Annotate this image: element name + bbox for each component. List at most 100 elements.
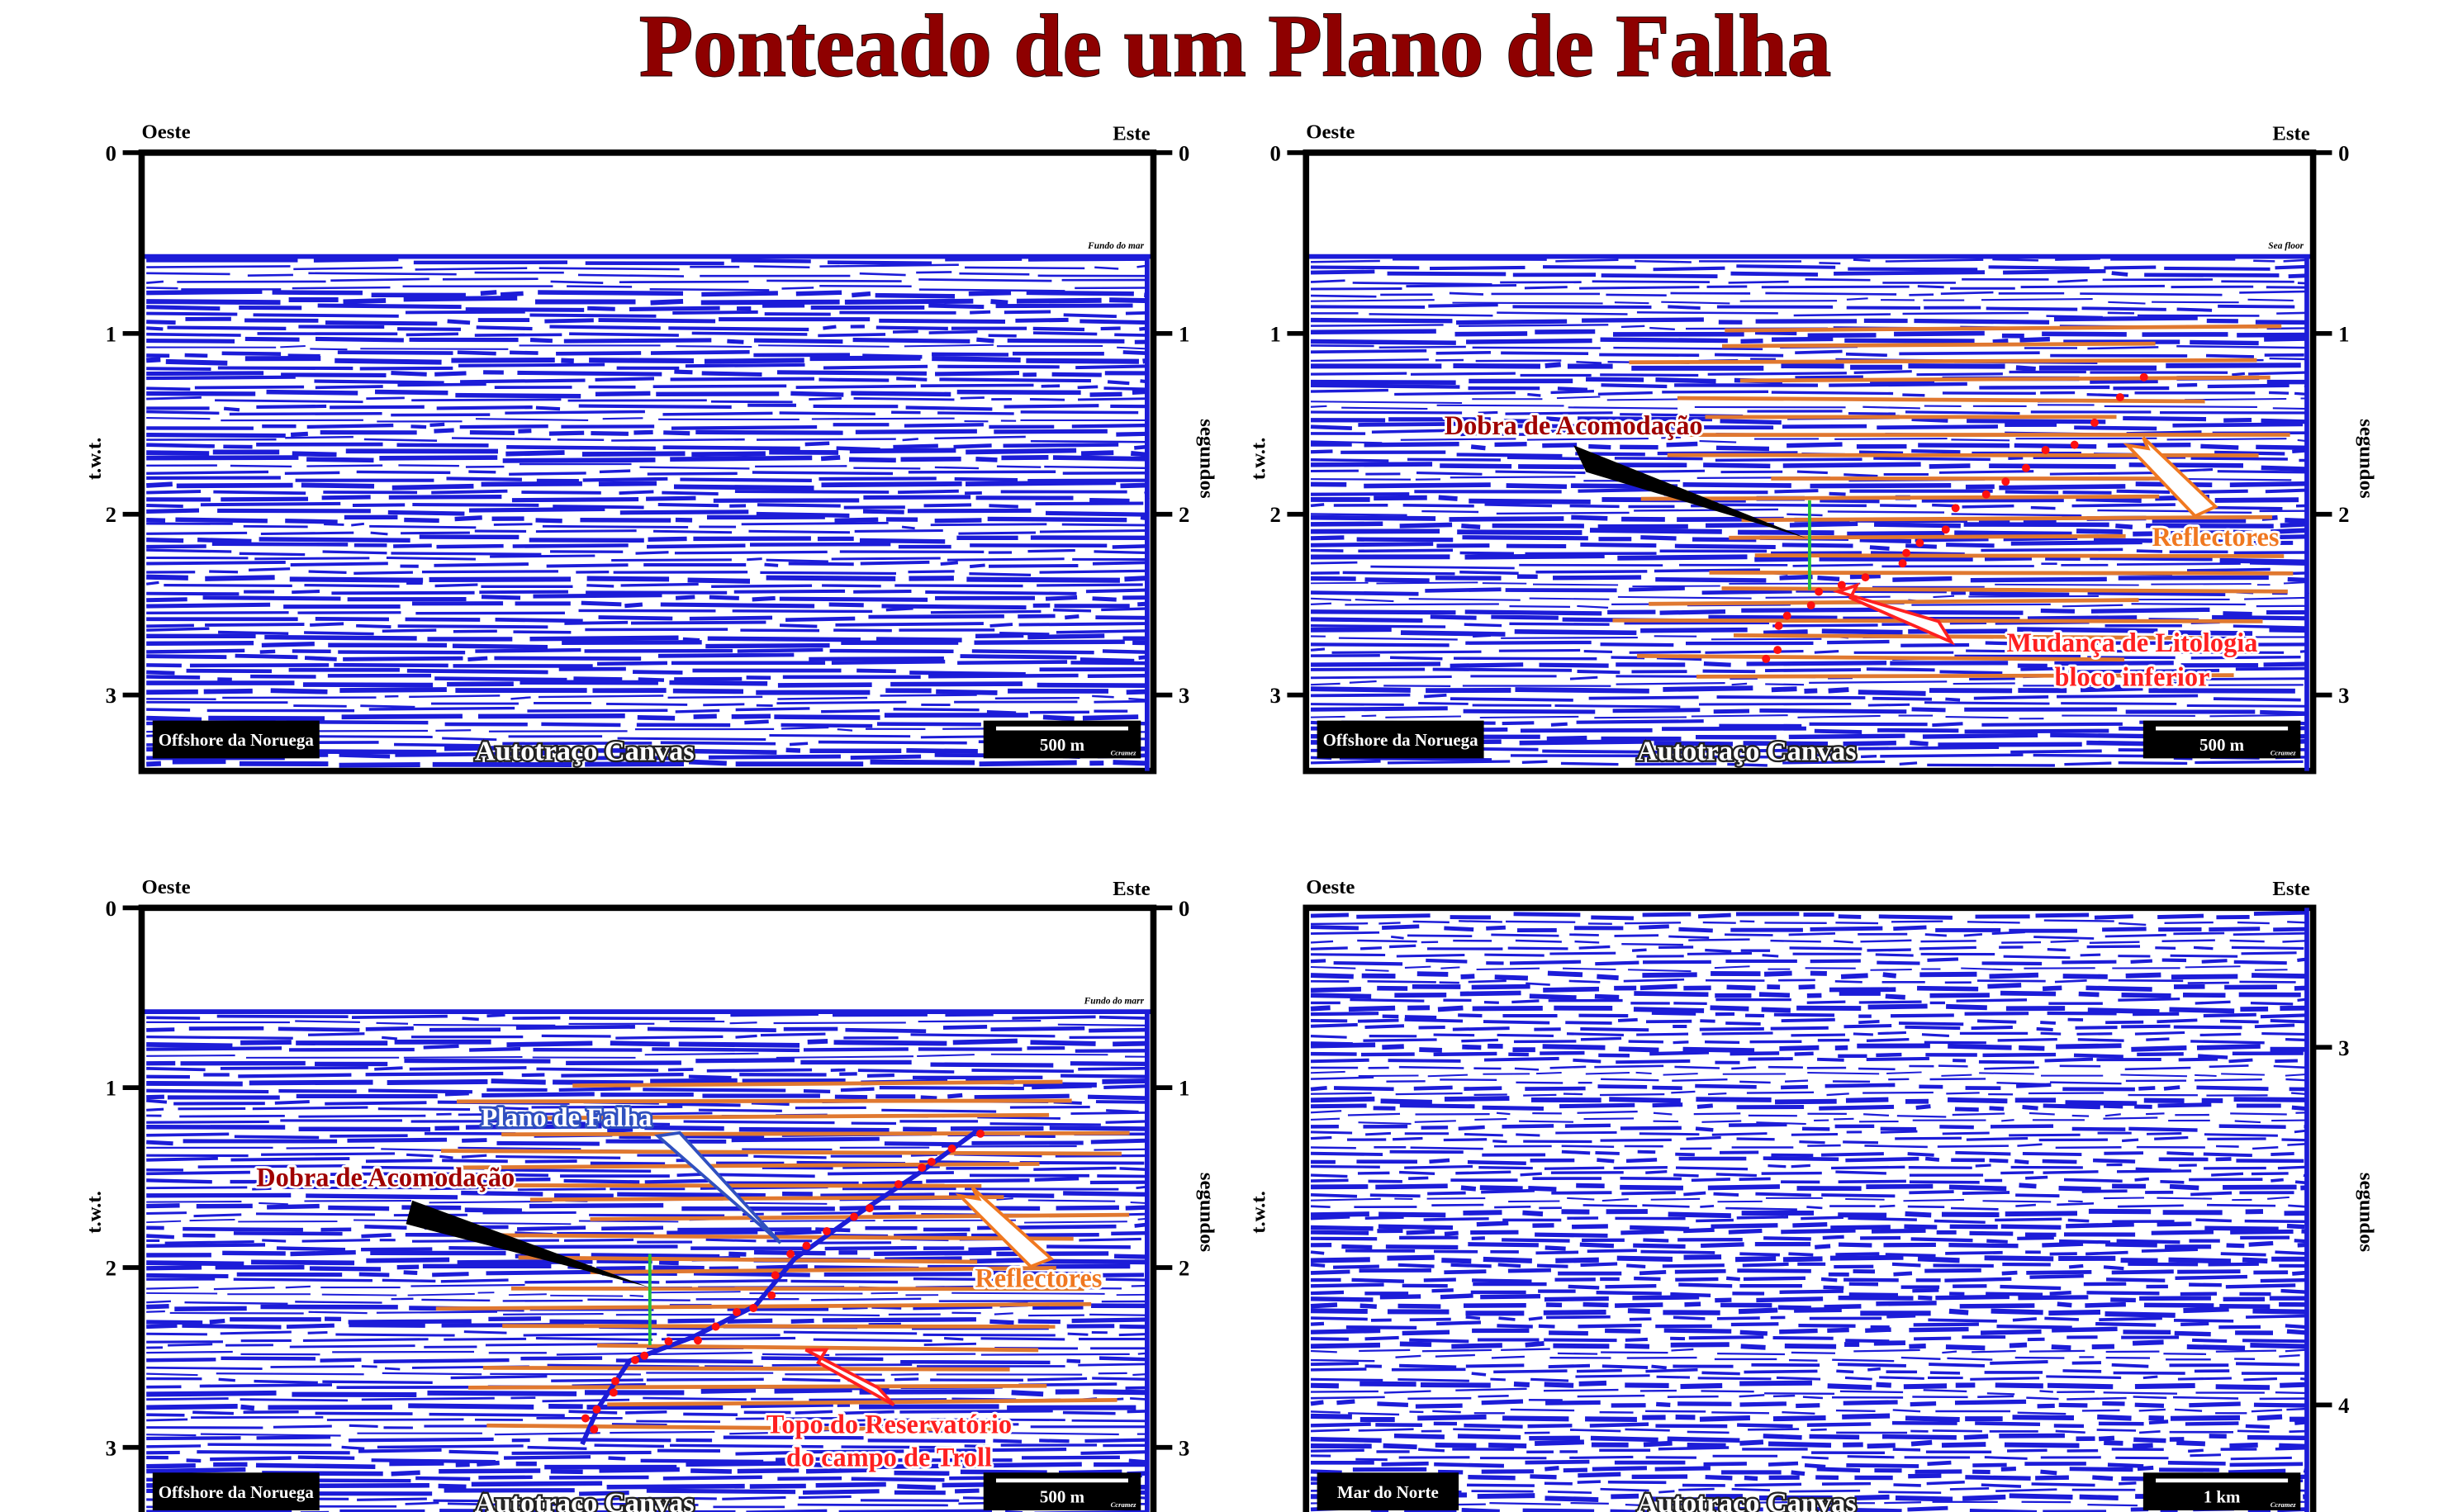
- reflector-trace: [1310, 1135, 2309, 1145]
- panel-frame: [138, 149, 1157, 775]
- scale-label: 500 m: [2199, 735, 2245, 755]
- reflector-trace: [146, 1350, 1149, 1357]
- reflector-trace: [146, 588, 1149, 596]
- reflector-trace: [1310, 931, 2308, 940]
- fault-pick: [1861, 573, 1870, 582]
- reflector-trace: [1310, 561, 2309, 570]
- interpreted-reflector: [1637, 653, 2125, 662]
- reflector-trace: [1310, 277, 2309, 286]
- reflector-trace: [1310, 639, 2309, 647]
- reflector-trace: [146, 303, 1150, 312]
- interpreted-reflector: [1640, 494, 2160, 501]
- fault-pick: [2139, 372, 2148, 382]
- arrow: [406, 1200, 648, 1287]
- location-box: [152, 1472, 320, 1511]
- fault-pick: [711, 1322, 720, 1331]
- reflector-trace: [146, 422, 1149, 430]
- reflector-trace: [146, 666, 1149, 676]
- reflector-trace: [146, 699, 1149, 709]
- tick-label: 4: [2338, 1393, 2349, 1418]
- reflector-trace: [1310, 297, 2294, 305]
- fault-pick: [733, 1307, 742, 1316]
- tick-label: 2: [106, 1255, 116, 1280]
- reflector-trace: [1310, 1360, 2300, 1370]
- fault-pick: [2021, 463, 2030, 472]
- tick-label: 2: [1179, 502, 1189, 527]
- reflector-trace: [146, 647, 1149, 655]
- reflector-trace: [1310, 1169, 2309, 1178]
- caption: Autotraço Canvas: [1637, 1487, 1857, 1512]
- reflector-trace: [146, 659, 1149, 668]
- reflector-trace: [1310, 290, 2309, 298]
- tick-label: 2: [106, 502, 116, 527]
- reflector-trace: [146, 417, 1149, 423]
- reflector-trace: [1310, 1102, 2309, 1112]
- reflector-trace: [146, 329, 1149, 338]
- reflector-trace: [146, 620, 1149, 629]
- reflector-trace: [1310, 362, 2309, 372]
- reflector-trace: [1310, 998, 2309, 1006]
- tick-label: 3: [106, 1435, 116, 1460]
- reflector-trace: [1310, 760, 2304, 767]
- reflector-trace: [1310, 666, 2309, 675]
- reflector-trace: [146, 694, 1149, 701]
- reflector-trace: [146, 310, 1149, 319]
- reflector-trace: [146, 560, 1149, 569]
- interpreted-reflector: [518, 1255, 978, 1264]
- reflector-trace: [1310, 303, 2309, 312]
- reflector-trace: [146, 1316, 1149, 1325]
- tick-label: 0: [1179, 896, 1189, 921]
- arrow: [955, 1187, 1055, 1268]
- reflector-trace: [1310, 1240, 2309, 1251]
- reflector-trace: [1310, 382, 2309, 391]
- reflector-trace: [1310, 965, 2288, 973]
- reflector-trace: [146, 263, 1149, 271]
- interpreted-reflector: [607, 1398, 1117, 1407]
- reflector-trace: [1310, 1348, 2309, 1356]
- reflector-trace: [1310, 1339, 2309, 1351]
- tick-label: 3: [1179, 1435, 1189, 1460]
- tick-label: 1: [1269, 321, 1280, 346]
- reflector-trace: [146, 382, 1149, 391]
- interpreted-reflector: [486, 1423, 1008, 1433]
- reflector-trace: [1310, 1221, 2305, 1232]
- reflector-trace: [146, 363, 1149, 372]
- reflector-trace: [146, 1119, 1149, 1126]
- tick-label: 2: [2338, 502, 2349, 527]
- interpreted-reflector: [590, 1266, 1056, 1274]
- reflector-trace: [146, 435, 1149, 443]
- reflector-trace: [1310, 1433, 2309, 1443]
- reflector-trace: [1310, 1293, 2309, 1303]
- reflector-trace: [146, 1363, 1149, 1371]
- reflector-trace: [1310, 1003, 2309, 1015]
- fault-pick: [1773, 646, 1782, 655]
- interpreted-reflector: [435, 1301, 1092, 1311]
- reflector-trace: [146, 375, 1149, 386]
- reflector-trace: [146, 316, 1149, 326]
- reflector-trace: [146, 1124, 1149, 1133]
- reflector-trace: [1310, 1262, 2309, 1271]
- reflector-trace: [1310, 508, 2309, 517]
- reflector-trace: [1310, 258, 2309, 265]
- panel-frame: [138, 904, 1157, 1512]
- annotation: Plano de Falha: [481, 1103, 652, 1133]
- fault-pick: [1774, 621, 1783, 630]
- interpreted-reflector: [441, 1149, 1122, 1156]
- reflector-trace: [1310, 627, 2307, 637]
- interpreted-reflector: [524, 1112, 1050, 1121]
- interpreted-reflector: [1754, 553, 2285, 558]
- scale-label: 500 m: [1040, 1486, 1085, 1506]
- reflector-trace: [1310, 1320, 2309, 1330]
- credit: Ccramez: [2271, 749, 2297, 757]
- tick-label: 3: [1269, 683, 1280, 708]
- tick-label: 0: [2338, 140, 2349, 165]
- reflector-trace: [1310, 1428, 2309, 1434]
- reflector-trace: [1310, 924, 2309, 933]
- reflector-trace: [146, 1058, 1149, 1068]
- reflector-trace: [1310, 348, 2304, 358]
- reflector-trace: [1310, 1076, 2309, 1086]
- reflector-trace: [1310, 1031, 2309, 1039]
- reflector-trace: [1310, 1288, 2309, 1297]
- axis-left-label: t.w.t.: [1248, 438, 1270, 481]
